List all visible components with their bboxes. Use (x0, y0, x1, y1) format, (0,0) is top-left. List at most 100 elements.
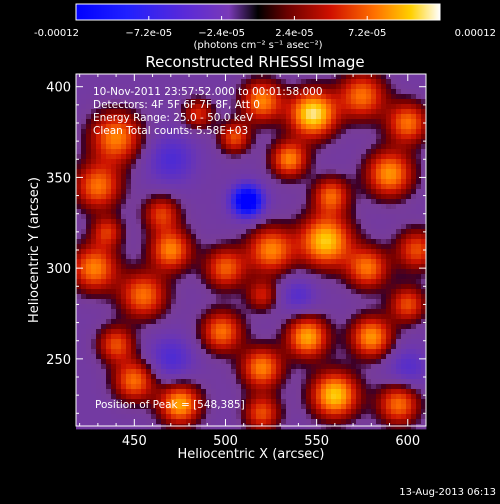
heatmap-cell (416, 104, 421, 109)
heatmap-cell (101, 294, 106, 299)
heatmap-cell (141, 279, 146, 284)
heatmap-cell (346, 139, 351, 144)
heatmap-cell (146, 344, 151, 349)
heatmap-cell (111, 204, 116, 209)
heatmap-cell (301, 414, 306, 419)
heatmap-cell (171, 74, 176, 79)
heatmap-cell (276, 154, 281, 159)
heatmap-cell (396, 309, 401, 314)
heatmap-cell (146, 304, 151, 309)
heatmap-cell (401, 284, 406, 289)
heatmap-cell (356, 369, 361, 374)
heatmap-cell (366, 234, 371, 239)
heatmap-cell (161, 164, 166, 169)
heatmap-cell (391, 134, 396, 139)
heatmap-cell (181, 344, 186, 349)
heatmap-cell (356, 284, 361, 289)
heatmap-cell (361, 199, 366, 204)
heatmap-cell (206, 389, 211, 394)
heatmap-cell (331, 379, 336, 384)
heatmap-cell (356, 309, 361, 314)
heatmap-cell (221, 354, 226, 359)
heatmap-cell (116, 239, 121, 244)
heatmap-cell (201, 414, 206, 419)
heatmap-cell (406, 414, 411, 419)
heatmap-cell (216, 254, 221, 259)
heatmap-cell (321, 339, 326, 344)
heatmap-cell (136, 244, 141, 249)
heatmap-cell (416, 134, 421, 139)
heatmap-cell (211, 239, 216, 244)
heatmap-cell (196, 299, 201, 304)
heatmap-cell (416, 364, 421, 369)
heatmap-cell (281, 99, 286, 104)
heatmap-cell (201, 229, 206, 234)
heatmap-cell (341, 339, 346, 344)
heatmap-cell (286, 274, 291, 279)
heatmap-cell (386, 199, 391, 204)
heatmap-cell (361, 264, 366, 269)
heatmap-cell (221, 174, 226, 179)
heatmap-cell (241, 414, 246, 419)
heatmap-cell (311, 229, 316, 234)
heatmap-cell (146, 74, 151, 79)
heatmap-cell (326, 414, 331, 419)
heatmap-cell (411, 129, 416, 134)
heatmap-cell (91, 179, 96, 184)
heatmap-cell (151, 179, 156, 184)
heatmap-cell (136, 184, 141, 189)
heatmap-cell (386, 354, 391, 359)
heatmap-cell (291, 314, 296, 319)
heatmap-cell (341, 204, 346, 209)
heatmap-cell (391, 189, 396, 194)
heatmap-cell (216, 369, 221, 374)
heatmap-cell (156, 389, 161, 394)
heatmap-cell (101, 204, 106, 209)
heatmap-cell (331, 264, 336, 269)
heatmap-cell (86, 229, 91, 234)
heatmap-cell (241, 209, 246, 214)
heatmap-cell (211, 244, 216, 249)
heatmap-cell (181, 254, 186, 259)
heatmap-cell (211, 169, 216, 174)
heatmap-cell (226, 324, 231, 329)
heatmap-cell (406, 84, 411, 89)
heatmap-cell (211, 364, 216, 369)
heatmap-cell (351, 294, 356, 299)
heatmap-cell (346, 309, 351, 314)
heatmap-cell (161, 254, 166, 259)
heatmap-cell (286, 419, 291, 424)
heatmap-cell (151, 149, 156, 154)
heatmap-cell (276, 319, 281, 324)
heatmap-cell (256, 139, 261, 144)
heatmap-cell (411, 339, 416, 344)
heatmap-cell (336, 234, 341, 239)
heatmap-cell (406, 274, 411, 279)
heatmap-cell (166, 194, 171, 199)
heatmap-cell (316, 389, 321, 394)
heatmap-cell (116, 309, 121, 314)
heatmap-cell (281, 394, 286, 399)
heatmap-cell (86, 219, 91, 224)
heatmap-cell (296, 274, 301, 279)
heatmap-cell (376, 264, 381, 269)
heatmap-cell (96, 389, 101, 394)
heatmap-cell (256, 279, 261, 284)
heatmap-cell (246, 249, 251, 254)
heatmap-cell (131, 334, 136, 339)
heatmap-cell (351, 119, 356, 124)
heatmap-cell (196, 259, 201, 264)
heatmap-cell (261, 334, 266, 339)
heatmap-cell (391, 254, 396, 259)
heatmap-cell (326, 264, 331, 269)
heatmap-cell (221, 189, 226, 194)
heatmap-cell (221, 304, 226, 309)
heatmap-cell (386, 159, 391, 164)
heatmap-cell (246, 334, 251, 339)
heatmap-cell (251, 334, 256, 339)
heatmap-cell (226, 194, 231, 199)
heatmap-cell (86, 319, 91, 324)
heatmap-cell (316, 164, 321, 169)
heatmap-cell (376, 234, 381, 239)
heatmap-cell (351, 404, 356, 409)
